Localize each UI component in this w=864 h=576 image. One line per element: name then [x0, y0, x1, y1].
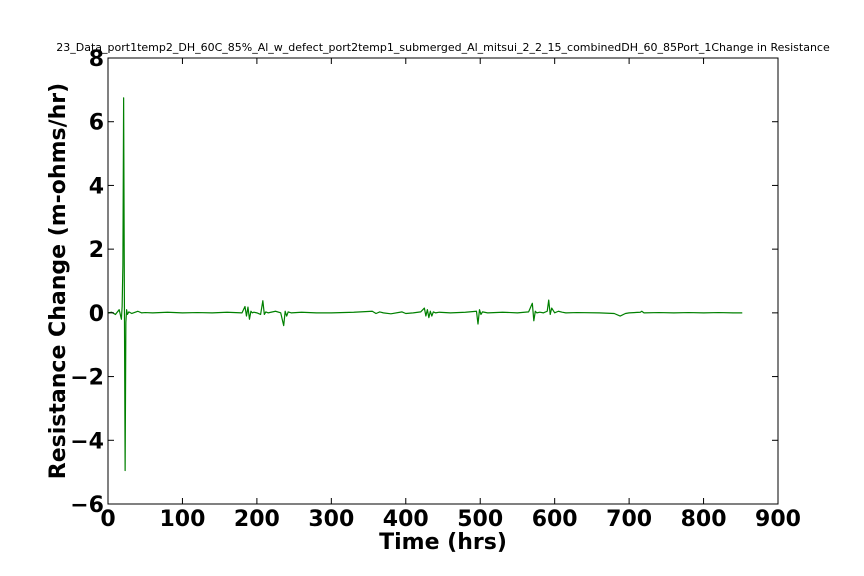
- y-tick-label: −4: [70, 429, 104, 454]
- y-tick-label: −6: [70, 493, 104, 518]
- x-tick-label: 200: [234, 507, 280, 532]
- y-tick-label: 4: [89, 174, 104, 199]
- y-axis-label: Resistance Change (m-ohms/hr): [46, 83, 71, 479]
- x-tick-label: 400: [383, 507, 429, 532]
- x-tick-label: 0: [100, 507, 115, 532]
- x-tick-label: 300: [308, 507, 354, 532]
- x-tick-label: 600: [532, 507, 578, 532]
- y-tick-label: 6: [89, 111, 104, 136]
- y-tick-label: 8: [89, 47, 104, 72]
- x-tick-label: 100: [159, 507, 205, 532]
- series-line-0: [107, 97, 743, 472]
- y-tick-label: −2: [70, 366, 104, 391]
- x-tick-label: 500: [457, 507, 503, 532]
- y-tick-label: 2: [89, 238, 104, 263]
- x-tick-label: 700: [606, 507, 652, 532]
- y-tick-label: 0: [89, 302, 104, 327]
- x-tick-label: 900: [755, 507, 801, 532]
- chart-title: 23_Data_port1temp2_DH_60C_85%_Al_w_defec…: [56, 41, 830, 54]
- x-axis-label: Time (hrs): [379, 530, 507, 555]
- plot-frame: [107, 57, 779, 505]
- x-tick-label: 800: [681, 507, 727, 532]
